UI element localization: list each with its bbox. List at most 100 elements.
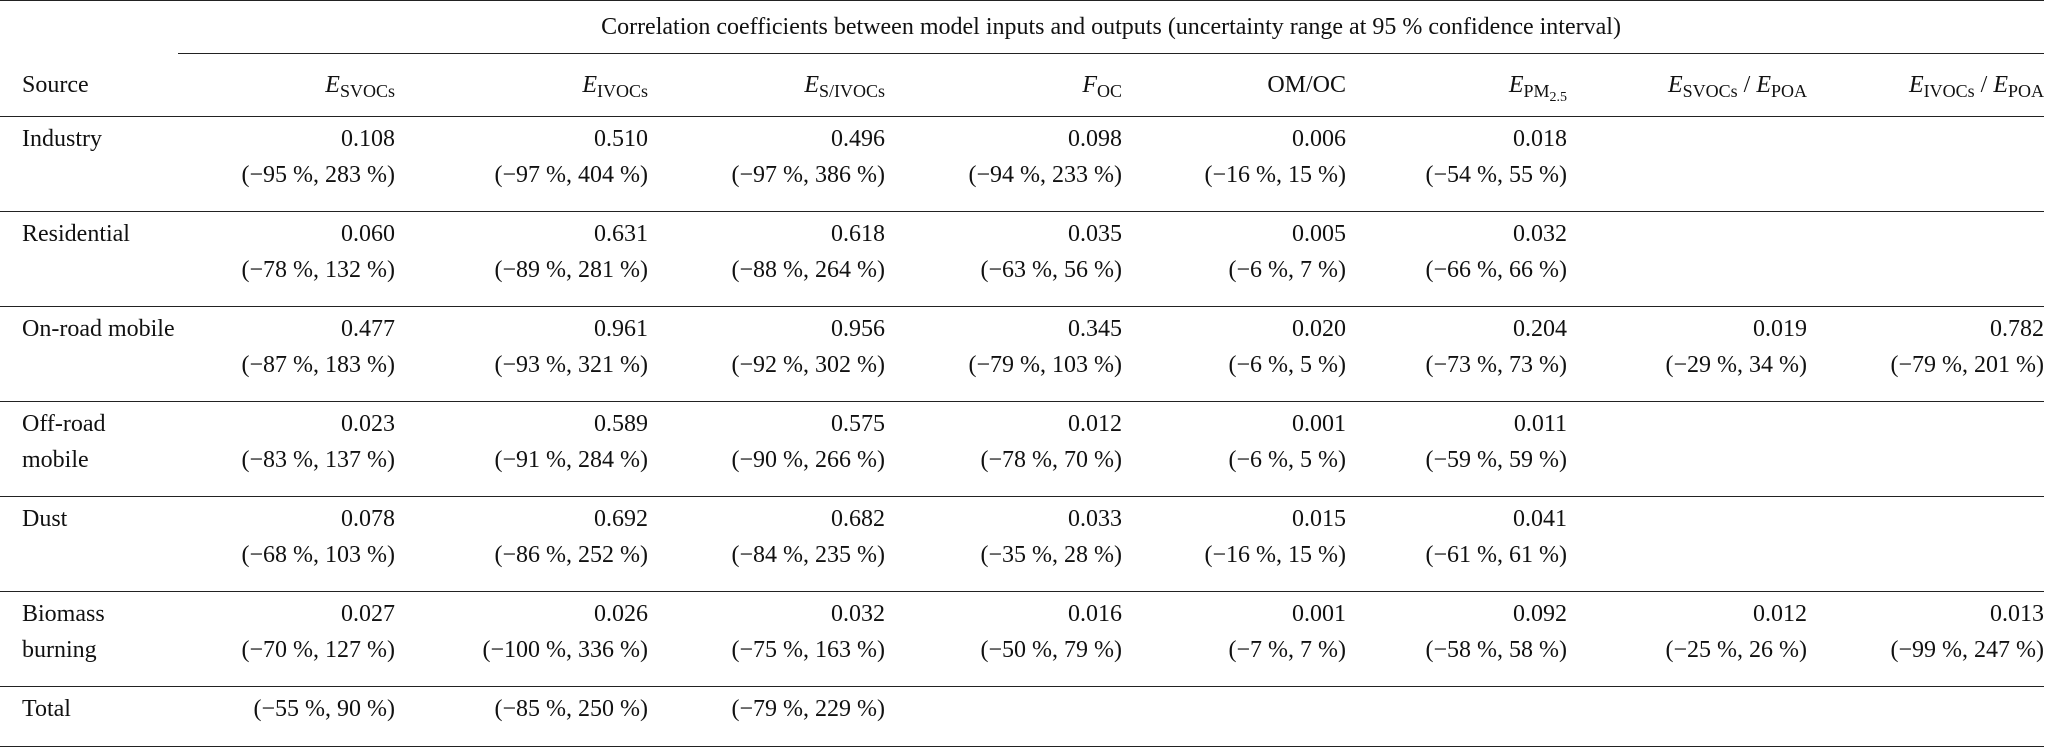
cell: 0.013 (−99 %, 247 %) (1807, 591, 2044, 687)
cell: 0.060 (−78 %, 132 %) (178, 211, 395, 307)
cell: 0.510 (−97 %, 404 %) (395, 116, 648, 212)
subscript: SVOCs (1682, 81, 1738, 101)
cell (885, 686, 1122, 747)
range: (−88 %, 264 %) (731, 257, 885, 283)
caption: Correlation coefficients between model i… (178, 0, 2044, 54)
range: (−25 %, 26 %) (1665, 637, 1807, 663)
row: Dust 0.078 (−68 %, 103 %) 0.692 (−86 %, 252 … (0, 496, 2044, 592)
column-header: FOC (885, 53, 1122, 117)
cell: 0.631 (−89 %, 281 %) (395, 211, 648, 307)
coefficient: 0.961 (594, 316, 648, 342)
cell: 0.001 (−7 %, 7 %) (1122, 591, 1346, 687)
cell: 0.023 (−83 %, 137 %) (178, 401, 395, 497)
coefficient: 0.496 (831, 126, 885, 152)
cell: 0.033 (−35 %, 28 %) (885, 496, 1122, 592)
coefficient: 0.032 (831, 601, 885, 627)
coefficient: 0.041 (1513, 506, 1567, 532)
subscript: PM2.5 (1523, 81, 1567, 105)
cell: 0.682 (−84 %, 235 %) (648, 496, 885, 592)
cell (1807, 401, 2044, 497)
cell (1346, 686, 1567, 747)
cell: 0.005 (−6 %, 7 %) (1122, 211, 1346, 307)
range: (−16 %, 15 %) (1204, 162, 1346, 188)
cell: 0.496 (−97 %, 386 %) (648, 116, 885, 212)
row: Residential 0.060 (−78 %, 132 %) 0.631 (−89 … (0, 211, 2044, 307)
cell: 0.015 (−16 %, 15 %) (1122, 496, 1346, 592)
cell: 0.012 (−78 %, 70 %) (885, 401, 1122, 497)
source: Industry (0, 116, 178, 212)
cell: 0.026 (−100 %, 336 %) (395, 591, 648, 687)
range: (−61 %, 61 %) (1425, 542, 1567, 568)
range: (−79 %, 103 %) (968, 352, 1122, 378)
coefficient: 0.510 (594, 126, 648, 152)
range: (−63 %, 56 %) (980, 257, 1122, 283)
coefficient: 0.026 (594, 601, 648, 627)
cell: 0.012 (−25 %, 26 %) (1567, 591, 1807, 687)
source: Dust (0, 496, 178, 592)
coefficient: 0.956 (831, 316, 885, 342)
row: On-road mobile 0.477 (−87 %, 183 %) 0.961 (−… (0, 306, 2044, 402)
cell: 0.035 (−63 %, 56 %) (885, 211, 1122, 307)
coefficient: 0.027 (341, 601, 395, 627)
range: (−94 %, 233 %) (968, 162, 1122, 188)
cell: 0.345 (−79 %, 103 %) (885, 306, 1122, 402)
coefficient: 0.032 (1513, 221, 1567, 247)
range: (−16 %, 15 %) (1204, 542, 1346, 568)
coefficient: 0.631 (594, 221, 648, 247)
subscript: S/IVOCs (818, 81, 885, 101)
range: (−75 %, 163 %) (731, 637, 885, 663)
cell (1567, 116, 1807, 212)
column-header: EIVOCs (395, 53, 648, 117)
cell: 0.006 (−16 %, 15 %) (1122, 116, 1346, 212)
cell: 0.782 (−79 %, 201 %) (1807, 306, 2044, 402)
source: On-road mobile (0, 306, 178, 402)
cell: 0.032 (−75 %, 163 %) (648, 591, 885, 687)
subscript: IVOCs (1923, 81, 1975, 101)
coefficient: 0.108 (341, 126, 395, 152)
column-header: ESVOCs / EPOA (1567, 53, 1807, 117)
range: (−85 %, 250 %) (494, 696, 648, 722)
cell: 0.041 (−61 %, 61 %) (1346, 496, 1567, 592)
symbol: E (1667, 72, 1683, 98)
cell: (−55 %, 90 %) (178, 686, 395, 747)
coefficient: 0.035 (1068, 221, 1122, 247)
separator: / (1974, 72, 1994, 98)
coefficient: 0.078 (341, 506, 395, 532)
cell: 0.016 (−50 %, 79 %) (885, 591, 1122, 687)
coefficient: 0.020 (1292, 316, 1346, 342)
coefficient: 0.575 (831, 411, 885, 437)
range: (−66 %, 66 %) (1425, 257, 1567, 283)
column-header: ES/IVOCs (648, 53, 885, 117)
cell: (−79 %, 229 %) (648, 686, 885, 747)
range: (−87 %, 183 %) (241, 352, 395, 378)
cell (1807, 211, 2044, 307)
cell: 0.032 (−66 %, 66 %) (1346, 211, 1567, 307)
range: (−83 %, 137 %) (241, 447, 395, 473)
header-row: Source ESVOCs EIVOCs ES/IVOCs FOC OM/OC EPM2.5… (0, 53, 2044, 117)
coefficient: 0.019 (1753, 316, 1807, 342)
subscript: OC (1096, 81, 1122, 101)
cell: 0.019 (−29 %, 34 %) (1567, 306, 1807, 402)
coefficient: 0.001 (1292, 411, 1346, 437)
range: (−54 %, 55 %) (1425, 162, 1567, 188)
range: (−73 %, 73 %) (1425, 352, 1567, 378)
symbol: E (582, 72, 597, 98)
range: (−50 %, 79 %) (980, 637, 1122, 663)
coefficient: 0.204 (1513, 316, 1567, 342)
source: Biomass burning (0, 591, 178, 687)
cell (1567, 496, 1807, 592)
coefficient: 0.098 (1068, 126, 1122, 152)
cell: 0.092 (−58 %, 58 %) (1346, 591, 1567, 687)
subscript: POA (2007, 81, 2044, 101)
coefficient: 0.477 (341, 316, 395, 342)
cell (1567, 401, 1807, 497)
cell (1567, 686, 1807, 747)
cell (1567, 211, 1807, 307)
caption-row: Correlation coefficients between model i… (0, 0, 2044, 54)
coefficient: 0.016 (1068, 601, 1122, 627)
cell: 0.098 (−94 %, 233 %) (885, 116, 1122, 212)
cell: 0.011 (−59 %, 59 %) (1346, 401, 1567, 497)
coefficient: 0.018 (1513, 126, 1567, 152)
column-header: ESVOCs (178, 53, 395, 117)
